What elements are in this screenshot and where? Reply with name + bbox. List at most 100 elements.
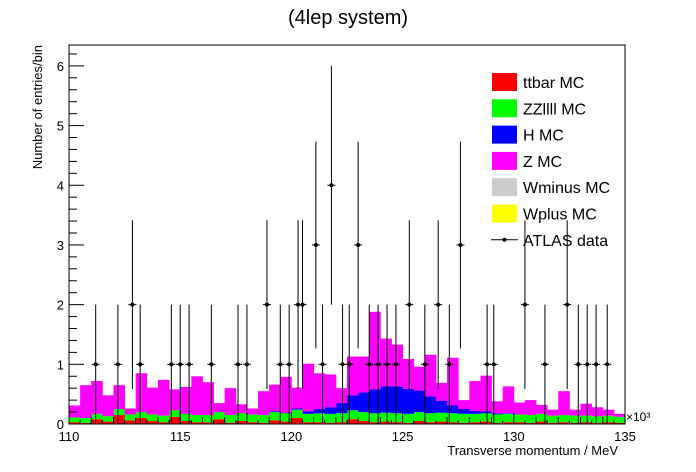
legend-item-wminus-mc: Wminus MC <box>492 178 610 197</box>
data-point-11 <box>276 304 285 424</box>
bar-z-mc-18 <box>269 384 281 412</box>
bar-h-mc-34 <box>447 405 459 414</box>
data-point-4 <box>167 304 176 424</box>
bar-zzllll-mc-5 <box>124 414 137 421</box>
data-point-30 <box>483 304 492 424</box>
bar-z-mc-49 <box>613 413 626 417</box>
bar-z-mc-19 <box>280 376 292 413</box>
bar-z-mc-22 <box>313 373 326 410</box>
bar-z-mc-31 <box>413 366 426 391</box>
bar-ttbar-mc-11 <box>191 422 203 424</box>
legend-marker <box>502 237 507 242</box>
data-marker <box>296 302 301 307</box>
data-marker <box>356 242 361 247</box>
data-point-27 <box>434 220 443 390</box>
bar-z-mc-2 <box>91 381 103 414</box>
bar-ttbar-mc-27 <box>369 422 381 424</box>
data-point-6 <box>185 304 194 424</box>
bar-z-mc-41 <box>524 400 537 416</box>
bar-zzllll-mc-17 <box>258 415 270 423</box>
data-point-32 <box>520 220 529 390</box>
bar-ttbar-mc-0 <box>69 422 81 424</box>
legend-swatch <box>492 151 517 170</box>
bar-zzllll-mc-10 <box>180 413 192 422</box>
data-point-13 <box>294 220 303 390</box>
data-marker <box>576 362 581 367</box>
bar-z-mc-34 <box>447 357 459 406</box>
data-point-38 <box>603 304 612 424</box>
bar-zzllll-mc-49 <box>613 416 626 423</box>
bar-ttbar-mc-44 <box>558 422 570 424</box>
legend-label: Wplus MC <box>523 207 597 224</box>
bar-ttbar-mc-5 <box>124 420 137 424</box>
bar-zzllll-mc-1 <box>80 418 92 423</box>
bar-h-mc-31 <box>413 390 426 413</box>
bar-ttbar-mc-25 <box>347 419 359 424</box>
bar-ttbar-mc-33 <box>435 421 448 424</box>
data-marker <box>130 302 135 307</box>
bar-z-mc-45 <box>569 409 581 416</box>
bar-ttbar-mc-31 <box>413 421 426 424</box>
data-point-7 <box>207 304 216 424</box>
chart-title: (4lep system) <box>288 7 408 29</box>
bar-zzllll-mc-13 <box>213 412 226 420</box>
data-point-0 <box>91 304 100 424</box>
bar-z-mc-33 <box>435 382 448 401</box>
bar-zzllll-mc-22 <box>313 413 326 423</box>
data-point-29 <box>456 141 465 349</box>
legend-label: Z MC <box>523 154 562 171</box>
legend: ttbar MC ZZllll MC H MC Z MC Wminus MC Wplus … <box>491 73 610 250</box>
bar-z-mc-23 <box>324 374 337 408</box>
data-point-5 <box>176 304 185 424</box>
data-point-17 <box>327 65 336 305</box>
bar-ttbar-mc-47 <box>591 422 604 424</box>
data-point-34 <box>563 220 572 390</box>
bar-z-mc-28 <box>380 338 392 387</box>
data-point-28 <box>445 304 454 424</box>
bar-h-mc-19 <box>280 412 292 414</box>
bar-h-mc-28 <box>380 386 392 413</box>
legend-label: ZZllll MC <box>523 101 586 118</box>
bar-z-mc-26 <box>358 356 370 393</box>
bar-ttbar-mc-24 <box>335 422 348 424</box>
bar-zzllll-mc-14 <box>224 415 237 423</box>
bar-ttbar-mc-46 <box>580 422 593 424</box>
bar-zzllll-mc-16 <box>246 414 259 423</box>
data-point-12 <box>285 304 294 424</box>
data-point-31 <box>489 304 498 424</box>
bar-h-mc-29 <box>391 386 403 414</box>
bar-zzllll-mc-37 <box>480 413 492 422</box>
bar-z-mc-15 <box>235 404 248 414</box>
data-point-24 <box>391 304 400 424</box>
bar-ttbar-mc-40 <box>513 422 526 424</box>
bar-ttbar-mc-42 <box>536 421 548 424</box>
bar-z-mc-43 <box>547 409 559 416</box>
bar-zzllll-mc-15 <box>235 413 248 422</box>
data-marker <box>605 362 610 367</box>
bar-z-mc-9 <box>169 389 181 411</box>
x-axis-scale-label: ×10³ <box>626 410 650 424</box>
bar-ttbar-mc-14 <box>224 422 237 424</box>
data-point-19 <box>345 304 354 424</box>
legend-item-zzllll-mc: ZZllll MC <box>492 99 586 118</box>
data-marker <box>542 362 547 367</box>
stacked-bars <box>69 311 626 424</box>
bar-h-mc-35 <box>458 409 470 414</box>
bar-ttbar-mc-19 <box>280 421 292 424</box>
bar-zzllll-mc-32 <box>424 413 437 423</box>
bar-ttbar-mc-3 <box>102 421 114 424</box>
bar-ttbar-mc-26 <box>358 421 370 424</box>
bar-zzllll-mc-11 <box>191 415 203 423</box>
bar-ttbar-mc-2 <box>91 419 103 424</box>
data-point-25 <box>405 220 414 390</box>
bar-z-mc-40 <box>513 402 526 415</box>
data-marker <box>340 362 345 367</box>
bar-z-mc-36 <box>469 381 481 411</box>
bar-z-mc-37 <box>480 375 492 412</box>
bar-z-mc-8 <box>157 379 170 416</box>
y-tick-label: 0 <box>57 417 64 432</box>
bar-ttbar-mc-8 <box>157 422 170 424</box>
bar-z-mc-7 <box>146 387 159 415</box>
data-marker <box>447 362 452 367</box>
data-marker <box>169 362 174 367</box>
